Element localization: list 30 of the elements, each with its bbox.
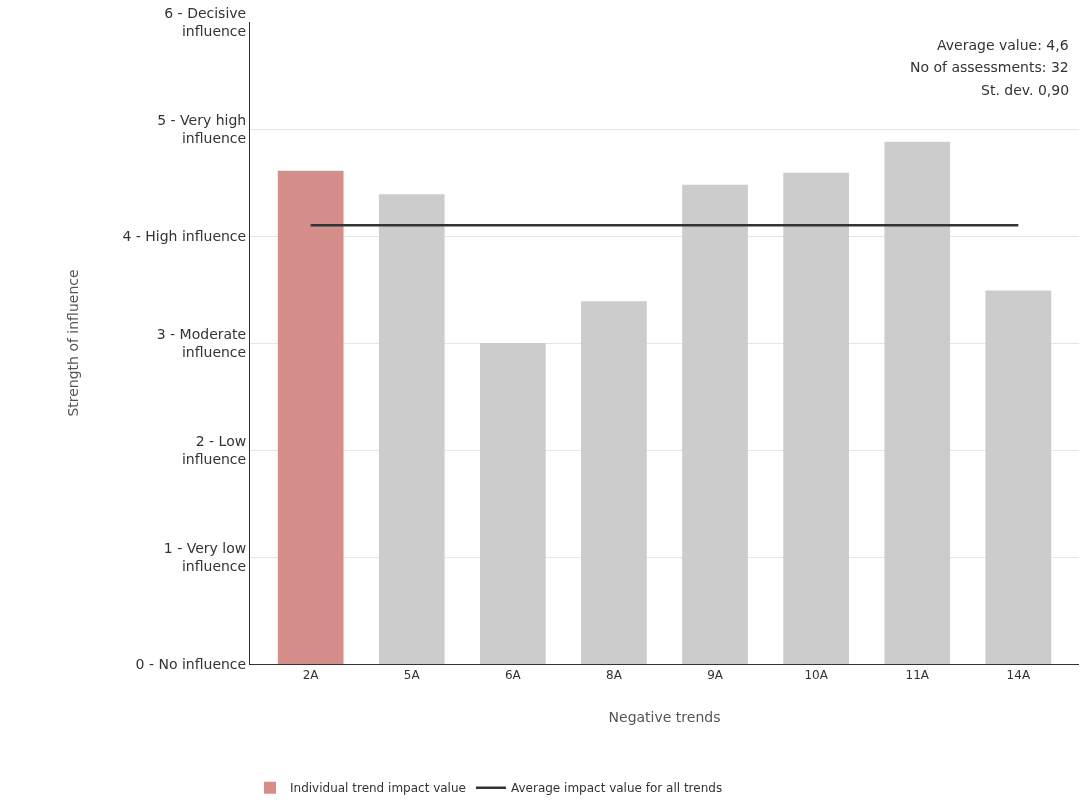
bar xyxy=(277,170,344,664)
bar xyxy=(783,172,849,664)
x-tick-label: 8A xyxy=(606,668,623,683)
annotation: No of assessments: 32 xyxy=(910,59,1069,75)
y-tick-label: 5 - Very high influence xyxy=(157,111,247,146)
annotation: Average value: 4,6 xyxy=(937,37,1069,53)
annotation: St. dev. 0,90 xyxy=(981,82,1070,98)
y-tick-label: 2 - Low influence xyxy=(181,432,247,467)
legend-label: Average impact value for all trends xyxy=(510,781,723,796)
y-tick-label: 1 - Very low influence xyxy=(163,539,247,574)
x-tick-label: 9A xyxy=(707,668,724,683)
bar xyxy=(378,194,445,664)
y-tick-label: 0 - No influence xyxy=(135,655,247,672)
x-tick-label: 10A xyxy=(804,668,829,683)
bar xyxy=(985,290,1052,664)
x-tick-label: 2A xyxy=(302,668,320,683)
x-axis-title: Negative trends xyxy=(608,708,721,725)
x-tick-label: 14A xyxy=(1006,668,1031,683)
y-tick-label: 4 - High influence xyxy=(122,227,247,244)
bar xyxy=(682,184,748,664)
x-tick-label: 5A xyxy=(403,668,421,683)
x-tick-label: 11A xyxy=(905,668,930,683)
y-tick-label: 3 - Moderate influence xyxy=(156,325,247,360)
bar xyxy=(480,343,546,664)
bar xyxy=(884,141,951,664)
x-tick-label: 6A xyxy=(504,668,522,683)
legend-label: Individual trend impact value xyxy=(290,781,466,796)
y-axis-title: Strength of influence xyxy=(65,269,82,417)
bar xyxy=(581,301,647,664)
y-tick-label: 6 - Decisive influence xyxy=(164,4,247,39)
